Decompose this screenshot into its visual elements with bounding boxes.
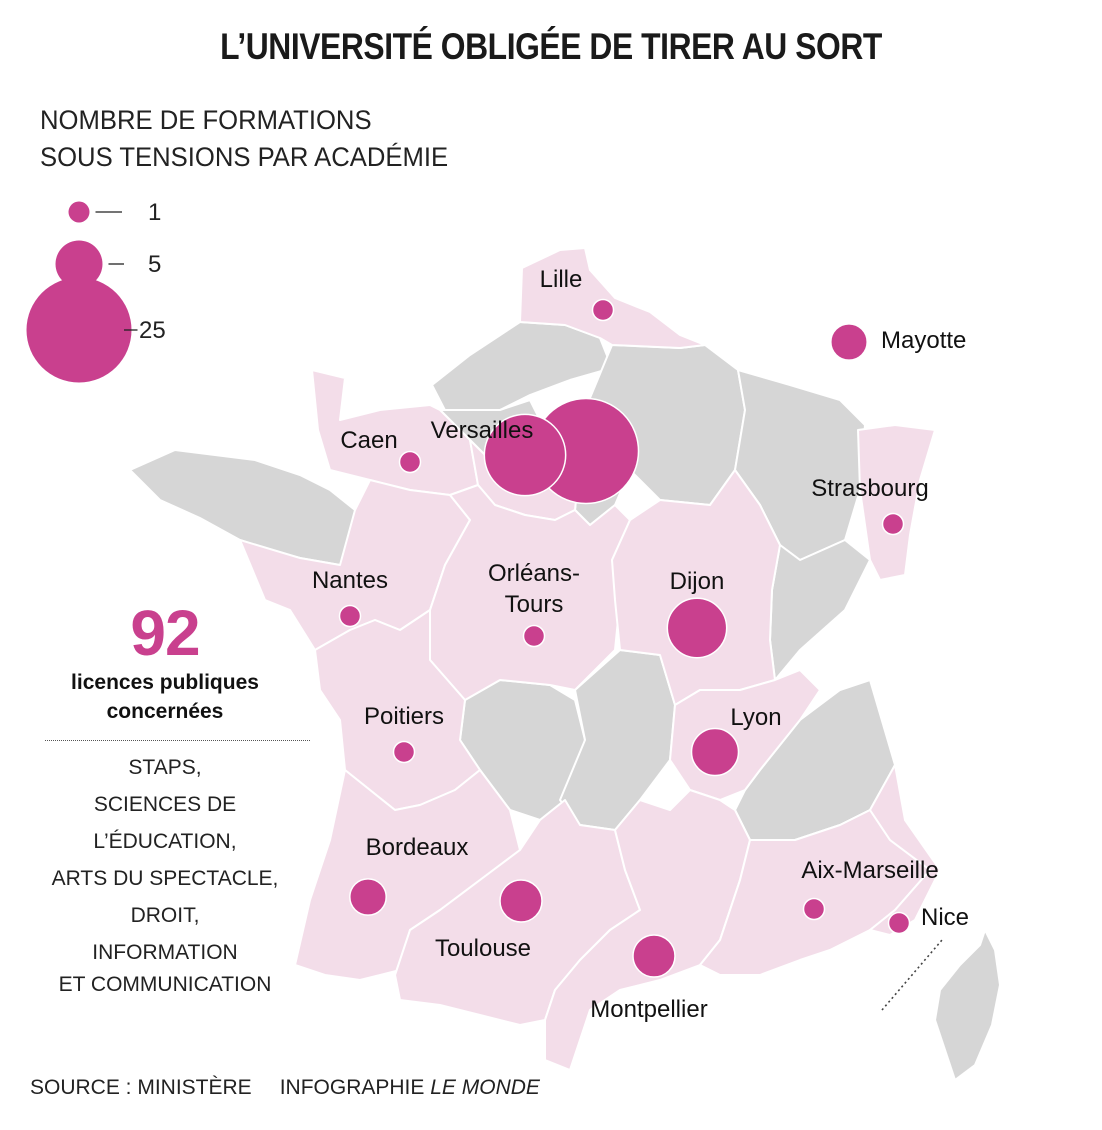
label-mayotte: Mayotte [881,327,966,354]
bubble-nice [887,911,911,935]
label-dijon: Dijon [670,568,725,595]
bubble-poitiers [392,740,416,764]
label-aix-marseille: Aix-Marseille [801,857,938,884]
legend-label-1: 1 [148,199,161,226]
total-stat: 92 licences publiques concernées STAPS, … [20,598,310,999]
map-title: L’UNIVERSITÉ OBLIGÉE DE TIRER AU SORT [220,26,882,67]
label-toulouse: Toulouse [435,935,531,962]
region-montpellier [544,789,751,1071]
label-lyon: Lyon [730,704,781,731]
source-line: SOURCE : MINISTÈRE INFOGRAPHIE LE MONDE [30,1076,540,1100]
subtitle-line-2: SOUS TENSIONS PAR ACADÉMIE [40,142,449,172]
bubble-dijon [666,597,728,659]
academy-labels: Lille Caen Versailles Strasbourg Mayotte Nant… [312,266,969,1023]
fields-list: STAPS, SCIENCES DE L’ÉDUCATION, ARTS DU … [20,749,310,999]
region-lille [519,247,706,349]
bubble-aix-marseille [802,897,826,921]
label-nantes: Nantes [312,567,388,594]
label-nice: Nice [921,904,969,931]
academy-bubbles [338,298,911,978]
bubble-montpellier [632,934,676,978]
nice-corse-leader [881,939,943,1011]
academy-regions [129,247,1001,1081]
legend-bubble-5 [55,240,103,288]
region-aix-marseille [699,809,931,976]
bubble-lille [591,298,615,322]
bubble-bordeaux [349,878,387,916]
label-lille: Lille [540,266,583,293]
label-bordeaux: Bordeaux [366,834,469,861]
bubble-versailles [483,413,567,497]
bubble-nantes [338,604,362,628]
field-item: ET COMMUNICATION [58,973,272,996]
field-item: SCIENCES DE L’ÉDUCATION, [93,793,237,853]
region-strasbourg [857,424,936,581]
legend-label-5: 5 [148,251,161,278]
credit-label: INFOGRAPHIE [279,1076,425,1099]
subtitle-line-1: NOMBRE DE FORMATIONS [40,105,372,135]
region-corse [934,929,1001,1081]
bubble-strasbourg [881,512,905,536]
legend-bubble-1 [68,201,90,223]
label-strasbourg: Strasbourg [811,475,928,502]
source-label: SOURCE : MINISTÈRE [30,1076,252,1099]
label-caen: Caen [340,427,397,454]
bubble-toulouse [499,879,543,923]
region-besancon [769,539,871,681]
map-subtitle: NOMBRE DE FORMATIONS SOUS TENSIONS PAR A… [40,102,448,176]
credit-outlet: LE MONDE [430,1076,540,1099]
field-item: INFORMATION [92,941,238,964]
field-item: DROIT, [130,904,200,927]
legend-bubble-25 [26,277,132,383]
total-label-line-2: concernées [106,700,224,723]
field-item: ARTS DU SPECTACLE, [51,867,279,890]
legend-label-25: 25 [139,317,166,344]
label-poitiers: Poitiers [364,703,444,730]
label-montpellier: Montpellier [590,996,707,1023]
label-orl-ans-tours: Orléans-Tours [488,560,580,618]
total-label-line-1: licences publiques [71,671,259,694]
stat-divider [45,740,310,741]
bubble-mayotte [830,323,868,361]
bubble-lyon [690,727,740,777]
bubble-caen [398,450,422,474]
total-number: 92 [130,597,200,669]
field-item: STAPS, [128,756,202,779]
bubble-orl-ans-tours [522,624,546,648]
label-versailles: Versailles [431,417,534,444]
